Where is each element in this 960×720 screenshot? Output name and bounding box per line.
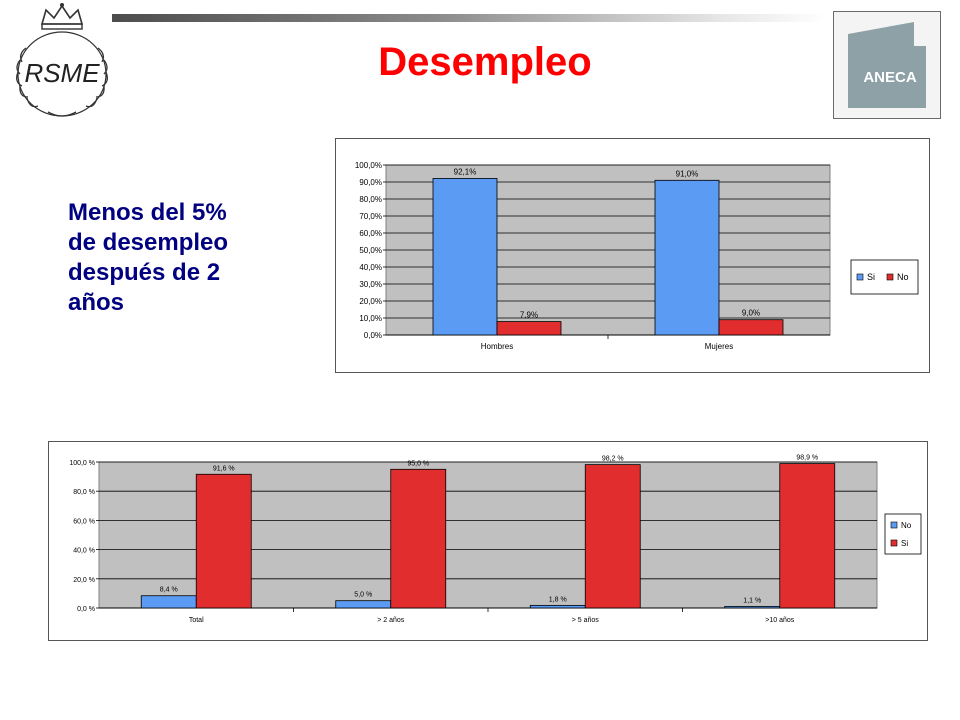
chart1-ytick-label: 60,0%: [359, 229, 382, 238]
chart2-bar: [335, 600, 392, 609]
chart-years-svg: 0,0 % 20,0 % 40,0 % 60,0 % 80,0 % 100,0 % Tota…: [69, 455, 922, 624]
chart2-bar: [140, 595, 197, 609]
chart2-ytick-label: 60,0 %: [73, 518, 95, 525]
rsme-crest-logo: RSME: [16, 3, 108, 117]
chart1-ytick-label: 10,0%: [359, 314, 382, 323]
chart1-ytick-label: 100,0%: [355, 161, 382, 170]
chart2-data-label: 1,1 %: [743, 597, 761, 604]
chart2-legend-label: Si: [901, 539, 908, 548]
chart2-data-label: 98,2 %: [602, 456, 624, 463]
chart2-xtick-label: Total: [189, 617, 204, 624]
aneca-logo-box: ANECA: [833, 11, 941, 119]
chart1-data-label: 91,0%: [676, 169, 699, 178]
chart-years: 0,0 % 20,0 % 40,0 % 60,0 % 80,0 % 100,0 % Tota…: [48, 441, 928, 641]
chart1-ytick-label: 40,0%: [359, 263, 382, 272]
chart2-xtick-label: > 5 años: [572, 617, 600, 624]
chart2-bar: [529, 604, 586, 609]
chart1-data-label: 92,1%: [454, 167, 477, 176]
chart1-bar: [432, 178, 498, 336]
chart2-data-label: 91,6 %: [213, 465, 235, 472]
chart2-legend-label: No: [901, 521, 912, 530]
chart1-xtick-label: Hombres: [481, 342, 513, 351]
header-gradient-bar: [112, 14, 827, 22]
chart1-ytick-label: 20,0%: [359, 297, 382, 306]
chart-gender-svg: 0,0% 10,0% 20,0% 30,0% 40,0% 50,0% 60,0% 70,0% 8…: [355, 161, 919, 351]
chart1-data-label: 7,9%: [520, 311, 538, 320]
chart2-bar: [195, 473, 252, 609]
chart2-ytick-label: 80,0 %: [73, 489, 95, 496]
chart1-ytick-label: 30,0%: [359, 280, 382, 289]
chart2-ytick-label: 0,0 %: [77, 606, 95, 613]
chart2-legend-swatch: [890, 539, 898, 547]
chart2-legend-swatch: [890, 521, 898, 529]
chart2-bar: [724, 605, 781, 609]
subtitle-text: Menos del 5% de desempleo después de 2 a…: [68, 199, 229, 316]
chart1-legend-label: Si: [867, 272, 875, 282]
chart2-legend: [884, 513, 922, 555]
chart1-legend-swatch: [886, 273, 894, 281]
chart1-bar: [496, 321, 562, 336]
chart1-bar: [654, 179, 720, 336]
chart1-legend-swatch: [856, 273, 864, 281]
chart1-xtick-label: Mujeres: [705, 342, 733, 351]
chart2-data-label: 1,8 %: [549, 596, 567, 603]
chart2-data-label: 8,4 %: [160, 587, 178, 594]
chart2-bar: [779, 463, 836, 609]
chart2-data-label: 98,9 %: [796, 455, 818, 462]
aneca-logo-text: ANECA: [863, 69, 917, 86]
chart2-data-label: 95,0 %: [407, 460, 429, 467]
chart1-ytick-label: 90,0%: [359, 178, 382, 187]
chart2-ytick-label: 20,0 %: [73, 577, 95, 584]
page-title: Desempleo: [378, 40, 592, 84]
chart2-ytick-label: 100,0 %: [69, 460, 95, 467]
aneca-logo: ANECA: [848, 22, 926, 108]
chart1-ytick-label: 80,0%: [359, 195, 382, 204]
chart1-ytick-label: 0,0%: [364, 331, 382, 340]
crest-monogram: RSME: [24, 58, 100, 88]
chart1-bar: [718, 319, 784, 336]
chart2-ytick-label: 40,0 %: [73, 548, 95, 555]
chart1-data-label: 9,0%: [742, 309, 760, 318]
chart1-legend-label: No: [897, 272, 909, 282]
chart-gender: 0,0% 10,0% 20,0% 30,0% 40,0% 50,0% 60,0% 70,0% 8…: [335, 138, 930, 373]
chart1-ytick-label: 50,0%: [359, 246, 382, 255]
chart2-bar: [584, 464, 641, 609]
chart2-bar: [390, 468, 447, 609]
chart2-xtick-label: > 2 años: [377, 617, 405, 624]
chart2-data-label: 5,0 %: [354, 592, 372, 599]
chart1-ytick-label: 70,0%: [359, 212, 382, 221]
chart2-xtick-label: >10 años: [765, 617, 794, 624]
